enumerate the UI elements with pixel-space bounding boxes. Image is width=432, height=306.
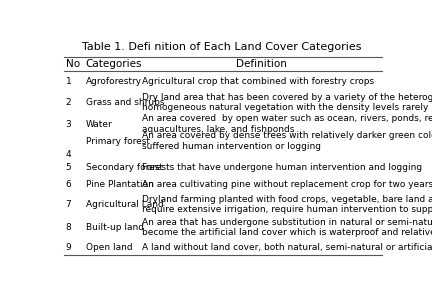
Text: A land without land cover, both natural, semi-natural or artificial: A land without land cover, both natural,…: [142, 243, 432, 252]
Text: Definition: Definition: [236, 59, 287, 69]
Text: Agricultural crop that combined with forestry crops: Agricultural crop that combined with for…: [142, 77, 374, 86]
Text: Grass and shrubs: Grass and shrubs: [86, 98, 164, 107]
Text: Open land: Open land: [86, 243, 133, 252]
Text: An area covered by dense trees with relatively darker green color and has not
su: An area covered by dense trees with rela…: [142, 131, 432, 151]
Text: Primary forest: Primary forest: [86, 136, 150, 146]
Text: An area cultivating pine without replacement crop for two years.: An area cultivating pine without replace…: [142, 180, 432, 189]
Text: Agroforestry: Agroforestry: [86, 77, 142, 86]
Text: Forests that have undergone human intervention and logging: Forests that have undergone human interv…: [142, 163, 422, 172]
Text: 3: 3: [66, 120, 71, 129]
Text: Built-up land: Built-up land: [86, 223, 144, 232]
Text: 8: 8: [66, 223, 71, 232]
Text: No: No: [66, 59, 80, 69]
Text: Agricultural Land: Agricultural Land: [86, 200, 164, 209]
Text: 6: 6: [66, 180, 71, 189]
Text: 4: 4: [66, 150, 71, 159]
Text: 7: 7: [66, 200, 71, 209]
Text: Dryland farming planted with food crops, vegetable, bare land and does not
requi: Dryland farming planted with food crops,…: [142, 195, 432, 214]
Text: Categories: Categories: [86, 59, 142, 69]
Text: 5: 5: [66, 163, 71, 172]
Text: 1: 1: [66, 77, 71, 86]
Text: 9: 9: [66, 243, 71, 252]
Text: Table 1. Defi nition of Each Land Cover Categories: Table 1. Defi nition of Each Land Cover …: [82, 42, 361, 52]
Text: An area covered  by open water such as ocean, rivers, ponds, reservoir, artifici: An area covered by open water such as oc…: [142, 114, 432, 134]
Text: Secondary forest: Secondary forest: [86, 163, 163, 172]
Text: An area that has undergone substitution in natural or semi-natural land cover
be: An area that has undergone substitution …: [142, 218, 432, 237]
Text: Pine Plantation: Pine Plantation: [86, 180, 154, 189]
Text: 2: 2: [66, 98, 71, 107]
Text: Water: Water: [86, 120, 113, 129]
Text: Dry land area that has been covered by a variety of the heterogeneous or
homogen: Dry land area that has been covered by a…: [142, 93, 432, 112]
